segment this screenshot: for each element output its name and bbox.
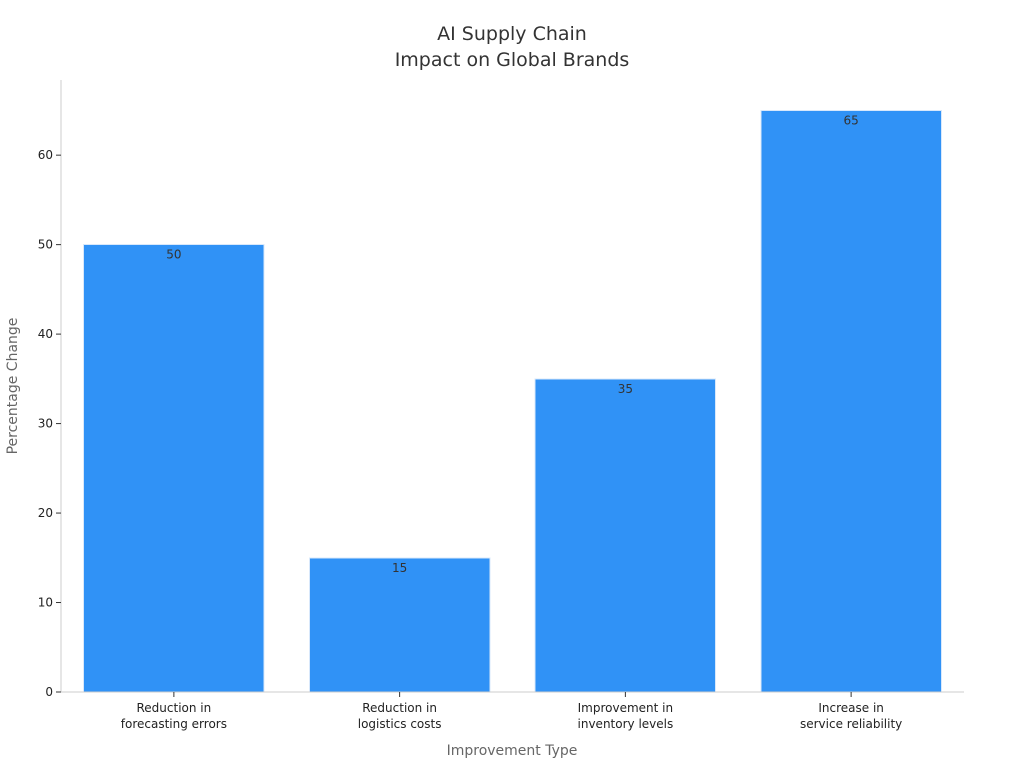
x-tick-label: logistics costs (358, 717, 442, 731)
x-tick-label: inventory levels (578, 717, 674, 731)
bar-value-label: 65 (843, 113, 858, 127)
x-axis: Reduction in forecasting errors Reduction … (61, 691, 964, 731)
x-tick-label: Reduction in (362, 701, 437, 715)
x-tick-label: Reduction in (137, 701, 212, 715)
bar (308, 557, 491, 693)
chart-title-line: AI Supply Chain (437, 23, 587, 45)
value-labels: 50 15 35 65 (166, 113, 859, 574)
y-tick-label: 40 (38, 327, 53, 341)
y-tick-label: 30 (38, 417, 53, 431)
y-axis: 0 10 20 30 40 50 60 (38, 80, 62, 699)
x-tick-label: Improvement in (578, 701, 673, 715)
x-tick-label: service reliability (800, 717, 902, 731)
bar-value-label: 35 (618, 382, 633, 396)
y-tick-label: 10 (38, 596, 53, 610)
chart-title: AI Supply Chain Impact on Global Brands (395, 23, 630, 71)
bar (760, 109, 942, 693)
y-tick-label: 0 (45, 685, 53, 699)
bars (83, 109, 942, 693)
y-tick-label: 60 (38, 148, 53, 162)
x-tick-label: Increase in (818, 701, 884, 715)
bar (534, 378, 717, 693)
y-tick-label: 50 (38, 238, 53, 252)
chart-title-line: Impact on Global Brands (395, 49, 630, 71)
x-tick-label: forecasting errors (121, 717, 227, 731)
bar-value-label: 15 (392, 561, 407, 575)
y-tick-label: 20 (38, 506, 53, 520)
x-axis-title: Improvement Type (447, 743, 578, 759)
y-axis-title: Percentage Change (5, 318, 21, 455)
bar-value-label: 50 (166, 248, 181, 262)
bar (83, 244, 265, 693)
